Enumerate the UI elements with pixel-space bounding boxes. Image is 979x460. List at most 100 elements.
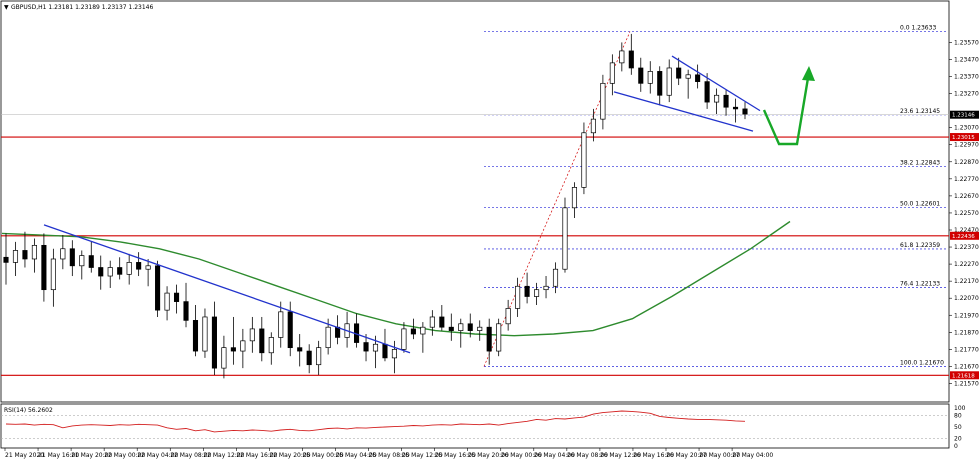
fib-level-label: 76.4 1.22133: [900, 280, 940, 287]
bearish-candle: [297, 347, 303, 352]
y-tick-label: 1.22870: [954, 159, 979, 166]
x-tick-label: 25 May 08:00: [369, 452, 410, 459]
bearish-candle: [486, 326, 492, 352]
bullish-candle: [515, 285, 521, 309]
bearish-candle: [98, 267, 104, 277]
bullish-candle: [420, 326, 426, 335]
fib-level-label: 38.2 1.22843: [900, 159, 940, 166]
fib-level-label: 61.8 1.22359: [900, 242, 940, 249]
bearish-candle: [335, 326, 341, 338]
x-tick-label: 22 May 16:00: [236, 452, 277, 459]
bullish-candle: [571, 187, 578, 209]
x-tick-label: 22 May 20:00: [269, 452, 310, 459]
bearish-candle: [695, 74, 701, 82]
bearish-candle: [704, 81, 710, 103]
x-tick-label: 26 May 16:00: [633, 452, 674, 459]
bearish-candle: [732, 106, 739, 110]
y-tick-label: 1.21770: [954, 346, 979, 353]
bullish-candle: [202, 316, 208, 352]
x-tick-label: 22 May 00:00: [104, 452, 145, 459]
y-tick-label: 1.22670: [954, 193, 979, 200]
bullish-candle: [325, 326, 331, 349]
y-tick-label: 1.23270: [954, 91, 979, 98]
y-tick-label: 1.22370: [954, 244, 979, 251]
y-tick-label: 1.22270: [954, 261, 979, 268]
bearish-candle: [306, 350, 312, 366]
level-price-label: 1.21618: [952, 373, 975, 379]
x-tick-label: 25 May 12:00: [402, 452, 443, 459]
bullish-candle: [31, 244, 37, 260]
bearish-candle: [742, 108, 748, 115]
bearish-candle: [524, 285, 530, 297]
rsi-label: RSI(14) 56.2602: [4, 407, 53, 414]
bearish-candle: [88, 255, 94, 268]
y-tick-label: 1.22770: [954, 176, 979, 183]
main-chart-frame: [0, 0, 950, 403]
price-labels: 1.23015 1.22436 1.21618 1.23146: [950, 110, 979, 380]
level-price-label: 1.23015: [952, 135, 975, 141]
projection-arrow-path: [762, 71, 811, 146]
bullish-candle: [391, 349, 397, 359]
x-tick-label: 25 May 16:00: [435, 452, 476, 459]
level-price-label: 1.22436: [952, 234, 975, 240]
fib-level-label: 50.0 1.22601: [900, 201, 940, 208]
x-tick-label: 26 May 12:00: [600, 452, 641, 459]
bullish-candle: [240, 340, 246, 352]
fib-level-label: 100.0 1.21670: [900, 359, 944, 366]
x-tick-label: 27 May 00:00: [699, 452, 740, 459]
bearish-candle: [448, 326, 454, 331]
bearish-candle: [173, 292, 180, 302]
rsi-tick-label: 0: [954, 443, 958, 450]
fibonacci-retracement[interactable]: 0.0 1.23633 23.6 1.23145 38.2 1.22843 50.0 …: [483, 25, 948, 367]
level-price-box: [950, 371, 979, 380]
x-tick-label: 26 May 00:00: [501, 452, 542, 459]
candlesticks: [3, 33, 748, 379]
y-tick-label: 1.22570: [954, 210, 979, 217]
bearish-candle: [230, 347, 236, 352]
bullish-candle: [562, 207, 568, 270]
x-tick-label: 26 May 20:00: [666, 452, 707, 459]
horizontal-levels[interactable]: [1, 114, 949, 376]
bearish-candle: [3, 256, 9, 263]
y-tick-label: 1.21670: [954, 363, 979, 370]
bullish-candle: [164, 292, 170, 311]
x-tick-label: 21 May 2020: [5, 452, 44, 459]
bullish-candle: [609, 62, 615, 84]
y-tick-label: 1.23470: [954, 56, 979, 63]
y-tick-label: 1.22170: [954, 278, 979, 285]
bullish-candle: [685, 74, 691, 79]
y-tick-label: 1.21870: [954, 329, 979, 336]
x-tick-label: 22 May 08:00: [170, 452, 211, 459]
bullish-candle: [666, 67, 672, 96]
rsi-line: [5, 410, 746, 433]
bullish-candle: [477, 326, 483, 331]
bullish-candle: [496, 323, 502, 352]
bearish-candle: [259, 328, 265, 354]
bullish-candle: [714, 94, 720, 103]
bearish-candle: [657, 71, 663, 96]
bullish-candle: [316, 347, 322, 366]
bearish-candle: [155, 265, 161, 311]
dropdown-icon[interactable]: ▼: [4, 4, 9, 11]
bullish-candle: [534, 289, 540, 297]
x-tick-label: 22 May 04:00: [137, 452, 178, 459]
bearish-candle: [117, 267, 123, 275]
x-tick-label: 26 May 04:00: [534, 452, 575, 459]
drawn-objects[interactable]: [43, 55, 815, 354]
bullish-candle: [600, 82, 606, 120]
fib-level-label: 0.0 1.23633: [900, 25, 936, 32]
bearish-candle: [676, 67, 682, 79]
rsi-panel-frame: [0, 403, 950, 449]
y-tick-label: 1.21570: [954, 380, 979, 387]
bearish-candle: [287, 311, 293, 349]
bearish-candle: [638, 67, 644, 84]
rsi-tick-label: 80: [954, 413, 962, 420]
bullish-candle: [60, 248, 66, 260]
bearish-candle: [136, 262, 142, 270]
bearish-candle: [628, 50, 634, 69]
x-tick-label: 25 May 04:00: [336, 452, 377, 459]
bearish-candle: [211, 316, 217, 369]
y-tick-label: 1.22070: [954, 295, 979, 302]
y-tick-label: 1.23570: [954, 39, 979, 46]
